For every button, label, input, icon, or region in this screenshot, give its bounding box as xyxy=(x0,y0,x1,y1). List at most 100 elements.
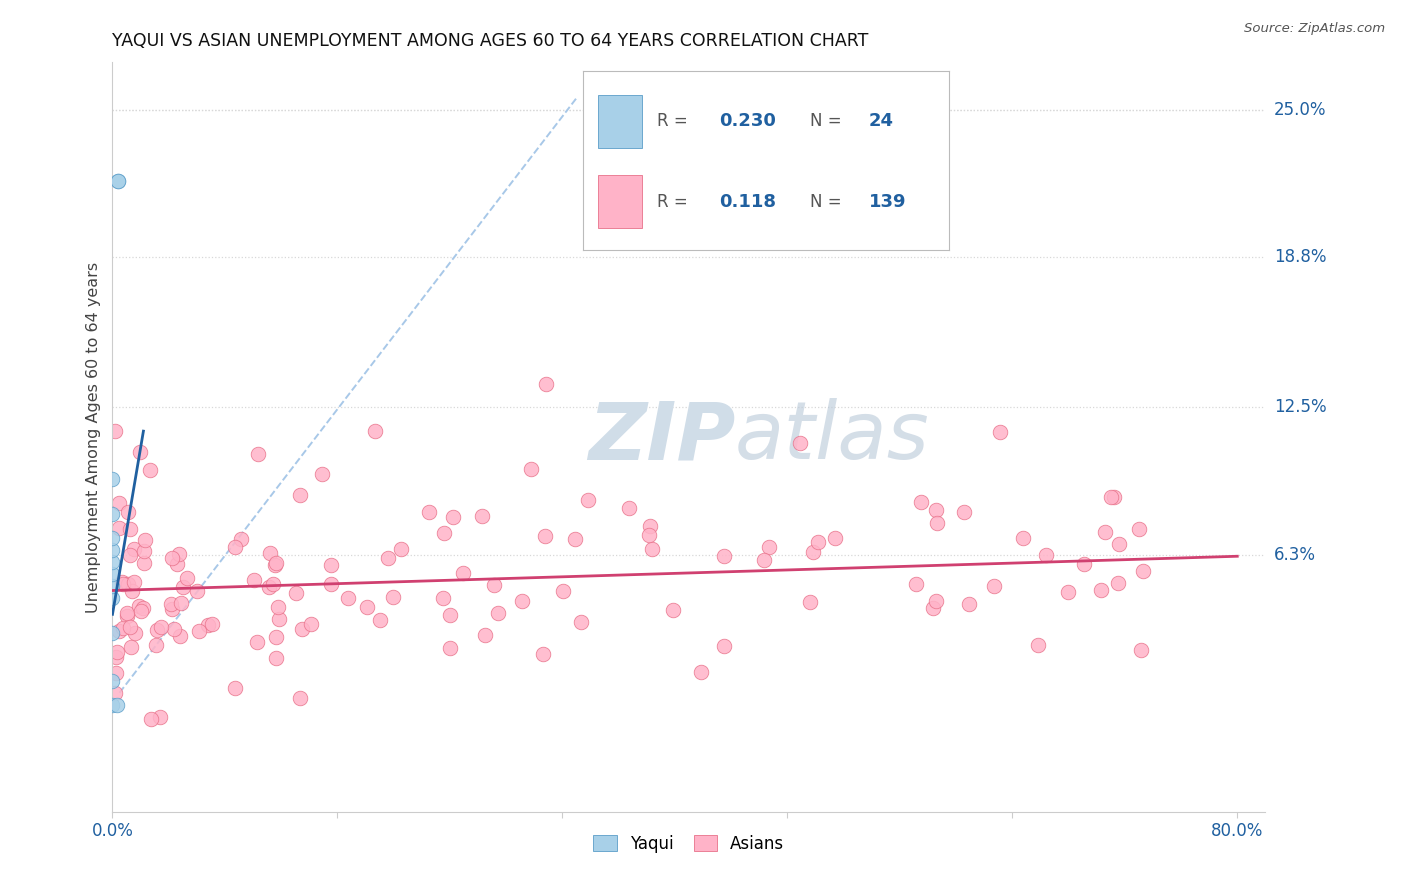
Point xyxy=(120,522,142,536)
Point xyxy=(267,612,290,626)
Text: YAQUI VS ASIAN UNEMPLOYMENT AMONG AGES 60 TO 64 YEARS CORRELATION CHART: YAQUI VS ASIAN UNEMPLOYMENT AMONG AGES 6… xyxy=(112,32,869,50)
Point xyxy=(101,626,124,640)
Point xyxy=(120,640,142,655)
Point xyxy=(264,557,287,571)
Point xyxy=(301,616,323,631)
Point xyxy=(661,603,683,617)
Point xyxy=(471,509,494,524)
Point xyxy=(389,541,412,556)
Point xyxy=(122,542,145,557)
Point xyxy=(921,601,943,615)
Point xyxy=(690,665,713,680)
Point xyxy=(150,620,173,634)
Point xyxy=(101,673,124,688)
Point xyxy=(638,528,661,542)
Point xyxy=(758,541,780,555)
Point xyxy=(441,509,464,524)
Point xyxy=(418,505,440,519)
Point xyxy=(801,545,824,559)
Text: R =: R = xyxy=(657,112,693,130)
Point xyxy=(789,436,811,450)
Point xyxy=(988,425,1011,439)
Point xyxy=(1129,642,1152,657)
FancyBboxPatch shape xyxy=(598,95,643,148)
Point xyxy=(134,556,156,570)
Point xyxy=(134,533,156,548)
Point xyxy=(129,445,152,459)
Point xyxy=(169,629,191,643)
Point xyxy=(439,640,461,655)
Point xyxy=(368,614,391,628)
Point xyxy=(641,541,664,556)
Point xyxy=(534,529,557,543)
Point xyxy=(105,698,128,712)
Text: 0.230: 0.230 xyxy=(718,112,776,130)
Text: 12.5%: 12.5% xyxy=(1274,399,1326,417)
Point xyxy=(186,584,208,599)
Point xyxy=(382,590,405,604)
Text: Source: ZipAtlas.com: Source: ZipAtlas.com xyxy=(1244,22,1385,36)
Point xyxy=(1057,584,1080,599)
Point xyxy=(904,576,927,591)
Point xyxy=(107,174,129,188)
Point xyxy=(118,619,141,633)
Point xyxy=(124,574,146,589)
Point xyxy=(364,424,387,438)
Point xyxy=(264,630,287,644)
Point xyxy=(267,600,290,615)
Point xyxy=(433,525,456,540)
Point xyxy=(128,599,150,613)
Point xyxy=(713,549,735,564)
Point xyxy=(132,544,155,558)
Point xyxy=(101,543,124,558)
Point xyxy=(1104,490,1126,504)
Point xyxy=(118,549,141,563)
Point xyxy=(824,531,846,545)
Point xyxy=(953,505,976,519)
Point xyxy=(713,639,735,653)
Point xyxy=(104,650,127,665)
Text: 0.118: 0.118 xyxy=(718,193,776,211)
Point xyxy=(957,597,980,611)
Point xyxy=(1035,549,1057,563)
Point xyxy=(172,580,194,594)
Text: 6.3%: 6.3% xyxy=(1274,546,1316,564)
Legend: Yaqui, Asians: Yaqui, Asians xyxy=(586,829,792,860)
Point xyxy=(101,508,124,522)
Point xyxy=(439,608,461,623)
Point xyxy=(486,606,509,620)
Point xyxy=(115,608,138,623)
Point xyxy=(246,635,269,649)
Point xyxy=(117,577,139,591)
Point xyxy=(925,503,948,517)
Point xyxy=(1099,491,1122,505)
Point xyxy=(1132,564,1154,578)
Text: 25.0%: 25.0% xyxy=(1274,101,1326,119)
Point xyxy=(576,493,599,508)
Point xyxy=(319,577,342,591)
Point xyxy=(1094,525,1116,540)
Point xyxy=(534,376,557,391)
Point xyxy=(160,597,183,611)
Point xyxy=(105,644,128,658)
Point xyxy=(983,579,1005,593)
Point xyxy=(111,577,134,591)
Text: 18.8%: 18.8% xyxy=(1274,249,1326,267)
Point xyxy=(569,615,592,630)
Point xyxy=(176,571,198,585)
Point xyxy=(1012,531,1035,545)
Point xyxy=(101,531,124,545)
Point xyxy=(806,534,828,549)
Point xyxy=(752,553,775,567)
Point xyxy=(619,500,641,515)
Point xyxy=(129,604,152,618)
Point xyxy=(925,594,948,608)
Point xyxy=(482,578,505,592)
Point xyxy=(108,624,131,638)
Point xyxy=(336,591,359,605)
Point xyxy=(160,601,183,615)
Point xyxy=(121,584,143,599)
Point xyxy=(201,616,224,631)
Point xyxy=(553,583,575,598)
Point xyxy=(101,566,124,581)
